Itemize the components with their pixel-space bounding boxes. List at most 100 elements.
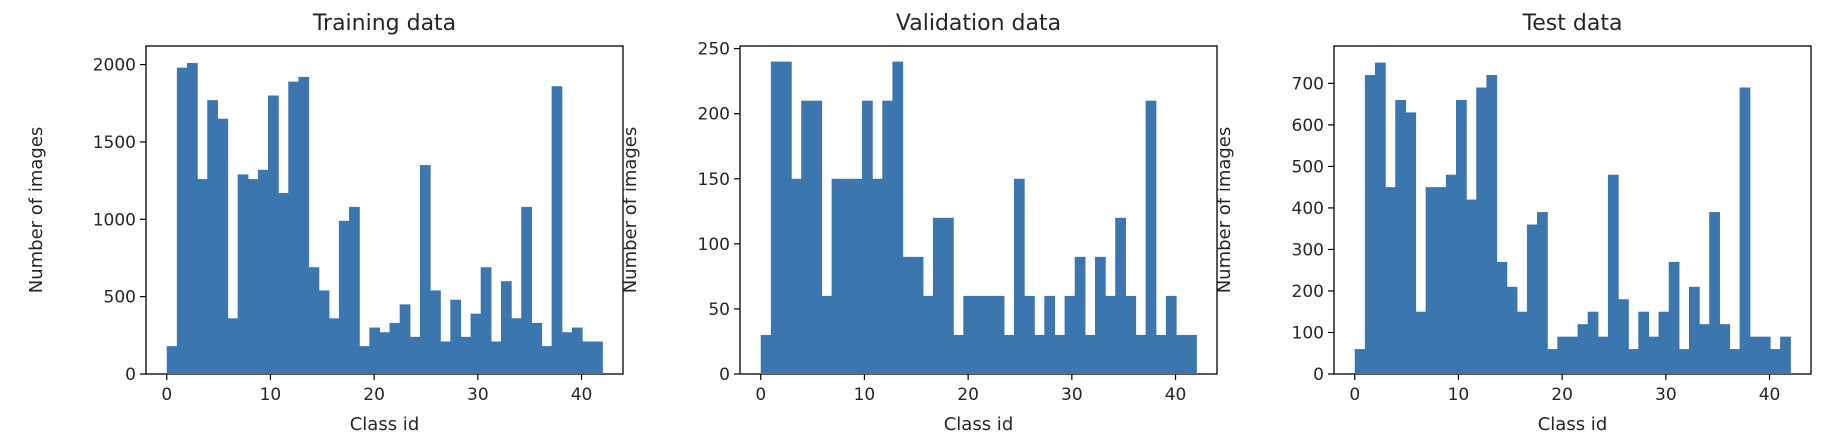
bar-class-33 xyxy=(500,281,512,374)
bar-class-7 xyxy=(1425,187,1437,374)
bar-class-30 xyxy=(1658,311,1670,374)
y-tick-label: 150 xyxy=(698,170,730,190)
x-tick-label: 0 xyxy=(1349,385,1360,405)
bar-class-42 xyxy=(1186,334,1197,374)
bar-class-37 xyxy=(1729,349,1741,374)
bar-class-38 xyxy=(1739,87,1751,375)
y-tick-label: 2000 xyxy=(93,56,136,76)
bar-class-16 xyxy=(328,318,340,374)
bar-class-19 xyxy=(359,346,370,374)
x-axis-label: Class id xyxy=(1538,414,1608,435)
chart-title: Training data xyxy=(312,11,456,36)
bar-class-37 xyxy=(1135,334,1147,374)
bar-class-42 xyxy=(1780,336,1791,374)
bar-class-22 xyxy=(983,295,995,374)
bar-class-40 xyxy=(1759,336,1771,374)
bar-class-26 xyxy=(1024,295,1035,374)
x-tick-label: 40 xyxy=(571,385,593,405)
bar-class-19 xyxy=(953,334,964,374)
bar-class-16 xyxy=(922,295,934,374)
bar-class-38 xyxy=(1145,100,1157,375)
bar-class-13 xyxy=(892,61,904,375)
y-axis-ticks: 0 50 100 150 200 250 xyxy=(698,40,740,385)
bar-class-41 xyxy=(1770,349,1781,374)
subplot-validation: 0 10 20 30 40 0 50 100 150 200 250 Validation dat… xyxy=(620,11,1218,435)
bar-class-20 xyxy=(963,295,975,374)
bar-class-27 xyxy=(1034,334,1045,374)
bar-class-30 xyxy=(1064,295,1076,374)
bar-class-27 xyxy=(1628,349,1639,374)
bar-class-11 xyxy=(278,192,289,374)
bar-class-1 xyxy=(770,61,782,375)
bar-class-36 xyxy=(1125,295,1137,374)
bar-class-13 xyxy=(1486,75,1498,374)
bar-class-23 xyxy=(1587,311,1599,374)
bar-class-12 xyxy=(882,100,894,375)
bar-class-26 xyxy=(430,290,441,374)
bar-class-9 xyxy=(1445,174,1457,374)
bar-class-6 xyxy=(821,295,833,374)
x-tick-label: 30 xyxy=(1655,385,1677,405)
bar-class-10 xyxy=(1456,99,1467,374)
bar-class-20 xyxy=(1557,336,1569,374)
bar-group xyxy=(166,63,603,375)
bar-class-25 xyxy=(1607,174,1619,374)
bar-class-28 xyxy=(450,299,462,374)
bar-class-6 xyxy=(227,318,239,374)
bar-class-1 xyxy=(176,67,188,374)
bar-class-34 xyxy=(511,318,522,374)
bar-class-29 xyxy=(1648,336,1660,374)
subplot-test: 0 10 20 30 40 0 100 200 300 400 500 600 700 Test da… xyxy=(1214,11,1812,435)
bar-class-33 xyxy=(1688,286,1700,374)
x-axis-ticks: 0 10 20 30 40 xyxy=(1349,374,1780,405)
bar-class-9 xyxy=(257,169,269,374)
bar-class-21 xyxy=(973,295,985,374)
bar-class-29 xyxy=(460,336,472,374)
bar-class-11 xyxy=(872,178,883,374)
y-tick-label: 0 xyxy=(1313,365,1324,385)
y-tick-label: 700 xyxy=(1292,74,1324,94)
bar-class-8 xyxy=(1435,187,1447,374)
bar-class-26 xyxy=(1618,299,1629,374)
bar-class-34 xyxy=(1105,295,1116,374)
bar-class-25 xyxy=(1013,178,1025,374)
bar-class-39 xyxy=(561,332,573,374)
y-axis-label: Number of images xyxy=(1214,127,1235,294)
y-axis-ticks: 0 500 1000 1500 2000 xyxy=(93,56,146,385)
x-axis-label: Class id xyxy=(350,414,420,435)
bar-class-0 xyxy=(760,334,772,374)
bar-class-2 xyxy=(187,63,198,375)
x-tick-label: 40 xyxy=(1759,385,1781,405)
bar-class-27 xyxy=(440,341,451,374)
bar-class-31 xyxy=(480,267,492,374)
bar-class-17 xyxy=(932,217,944,374)
bar-class-31 xyxy=(1074,256,1086,374)
bar-class-23 xyxy=(399,304,411,374)
y-axis-label: Number of images xyxy=(26,127,47,294)
y-tick-label: 0 xyxy=(719,365,730,385)
bar-class-14 xyxy=(902,256,914,374)
chart-title: Test data xyxy=(1522,11,1623,36)
bar-class-38 xyxy=(551,86,563,374)
bar-class-34 xyxy=(1699,324,1710,374)
bar-class-28 xyxy=(1044,295,1056,374)
bar-class-20 xyxy=(369,327,381,374)
bar-class-32 xyxy=(490,341,502,374)
bar-group xyxy=(760,61,1197,375)
y-tick-label: 100 xyxy=(698,235,730,255)
bar-class-35 xyxy=(1709,212,1720,374)
bar-class-41 xyxy=(582,341,593,374)
bar-class-33 xyxy=(1094,256,1106,374)
bar-class-7 xyxy=(237,174,249,374)
bar-class-15 xyxy=(912,256,924,374)
x-tick-label: 30 xyxy=(1061,385,1083,405)
bar-class-0 xyxy=(166,346,178,374)
bar-class-23 xyxy=(993,295,1005,374)
bar-class-15 xyxy=(1506,286,1518,374)
bar-class-3 xyxy=(197,179,208,374)
bar-class-28 xyxy=(1638,311,1650,374)
bar-class-25 xyxy=(419,165,431,374)
chart-title: Validation data xyxy=(896,11,1061,36)
x-tick-label: 0 xyxy=(161,385,172,405)
bar-class-35 xyxy=(1115,217,1126,374)
